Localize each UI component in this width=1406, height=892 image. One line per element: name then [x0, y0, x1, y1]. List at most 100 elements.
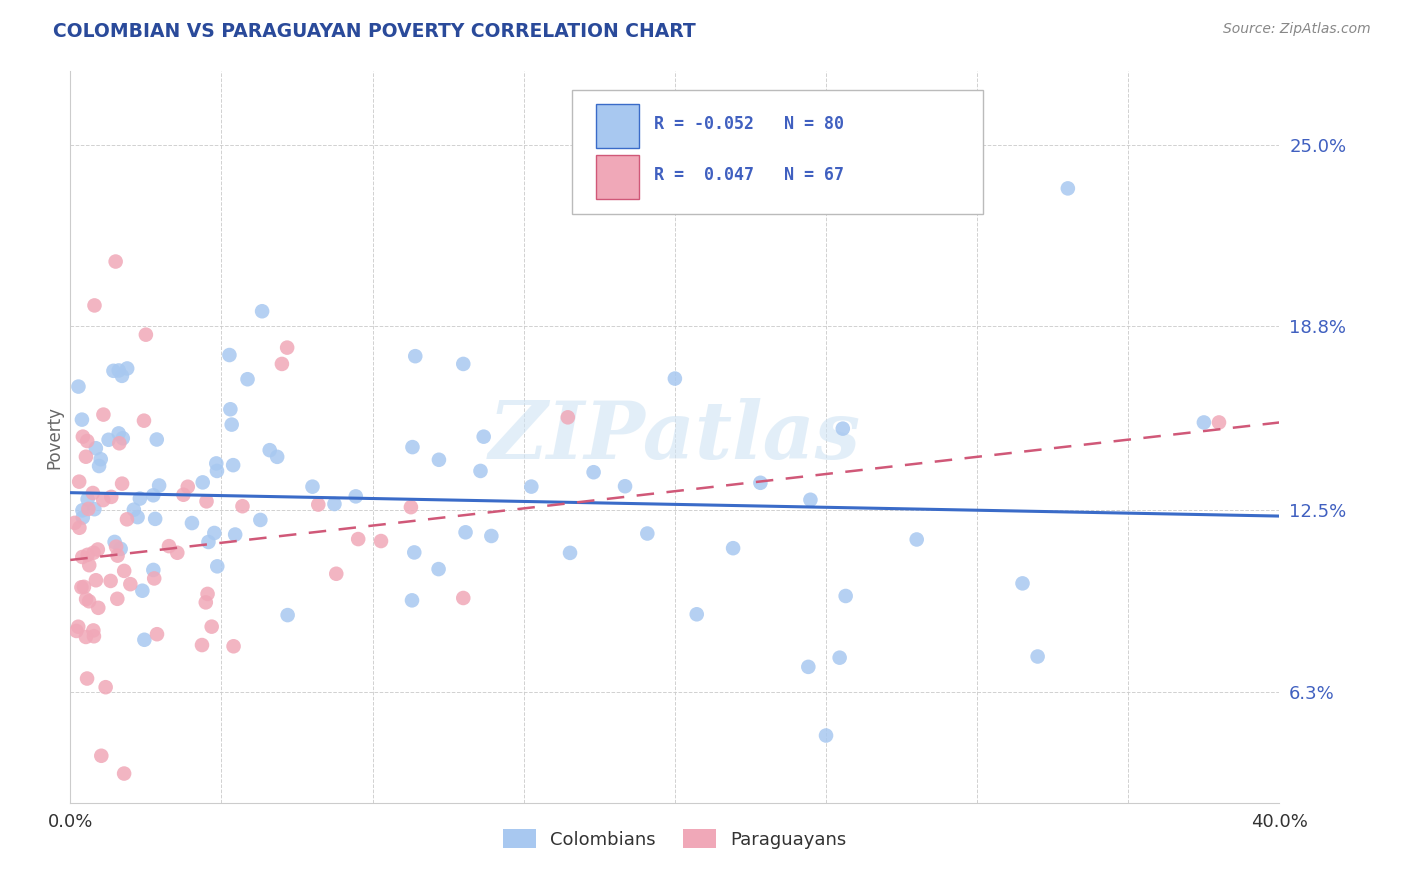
Point — [1011, 576, 1033, 591]
Point — [90, 748, 112, 763]
Point — [325, 566, 347, 581]
Text: R =  0.047   N = 67: R = 0.047 N = 67 — [654, 166, 845, 185]
Point — [276, 341, 298, 355]
Point — [166, 546, 188, 560]
Point — [453, 357, 475, 371]
Point — [1026, 649, 1049, 664]
Legend: Colombians, Paraguayans: Colombians, Paraguayans — [496, 822, 853, 856]
Point — [259, 443, 281, 458]
Point — [110, 541, 132, 556]
Point — [76, 434, 98, 448]
Point — [191, 638, 214, 652]
Point — [205, 464, 228, 478]
Text: R = -0.052   N = 80: R = -0.052 N = 80 — [654, 115, 845, 133]
Point — [77, 594, 100, 608]
Point — [686, 607, 709, 622]
Point — [427, 452, 450, 467]
Point — [72, 549, 94, 564]
Point — [87, 458, 110, 473]
Point — [115, 361, 138, 376]
Point — [905, 533, 928, 547]
Point — [224, 527, 246, 541]
Point — [427, 562, 450, 576]
Y-axis label: Poverty: Poverty — [45, 406, 63, 468]
Point — [84, 574, 107, 588]
Point — [67, 620, 90, 634]
Point — [72, 429, 94, 443]
Point — [172, 488, 194, 502]
Point — [404, 545, 426, 559]
Point — [157, 539, 180, 553]
Point — [197, 535, 219, 549]
Point — [67, 475, 90, 489]
Point — [401, 593, 423, 607]
Point — [148, 478, 170, 492]
Point — [75, 592, 97, 607]
Point — [1192, 416, 1215, 430]
Point — [76, 672, 98, 686]
Text: COLOMBIAN VS PARAGUAYAN POVERTY CORRELATION CHART: COLOMBIAN VS PARAGUAYAN POVERTY CORRELAT… — [53, 22, 696, 41]
Point — [105, 591, 128, 606]
Point — [67, 379, 90, 393]
Point — [104, 535, 127, 549]
Point — [1208, 416, 1230, 430]
Point — [97, 433, 120, 447]
Point — [344, 489, 367, 503]
Point — [127, 510, 149, 524]
Point — [472, 430, 495, 444]
FancyBboxPatch shape — [572, 90, 983, 214]
Point — [107, 426, 129, 441]
Point — [831, 422, 853, 436]
Point — [87, 600, 110, 615]
Point — [470, 464, 492, 478]
Point — [132, 414, 155, 428]
Point — [100, 574, 122, 588]
Point — [91, 493, 114, 508]
Point — [112, 564, 135, 578]
Point — [120, 577, 142, 591]
Point — [103, 364, 125, 378]
Point — [143, 512, 166, 526]
Point — [87, 542, 110, 557]
Point — [67, 521, 90, 535]
Point — [323, 497, 346, 511]
Point — [195, 494, 218, 508]
Point — [142, 488, 165, 502]
Point — [146, 627, 169, 641]
Point — [181, 516, 204, 530]
Point — [75, 630, 97, 644]
Point — [115, 512, 138, 526]
Point — [202, 526, 225, 541]
FancyBboxPatch shape — [596, 155, 638, 200]
Point — [70, 580, 93, 594]
Point — [249, 513, 271, 527]
Point — [582, 465, 605, 479]
Point — [370, 534, 392, 549]
Text: Source: ZipAtlas.com: Source: ZipAtlas.com — [1223, 22, 1371, 37]
Point — [453, 591, 475, 605]
Point — [636, 526, 658, 541]
Point — [82, 624, 104, 638]
Point — [131, 583, 153, 598]
Point — [143, 571, 166, 585]
Point — [83, 629, 105, 643]
Point — [128, 491, 150, 506]
Point — [83, 546, 105, 560]
Point — [100, 490, 122, 504]
Point — [134, 632, 156, 647]
Point — [454, 525, 477, 540]
FancyBboxPatch shape — [596, 104, 638, 148]
Point — [111, 431, 134, 445]
Point — [76, 492, 98, 507]
Point — [307, 498, 329, 512]
Point — [145, 433, 167, 447]
Point — [201, 620, 224, 634]
Point — [799, 492, 821, 507]
Point — [194, 595, 217, 609]
Point — [614, 479, 637, 493]
Point — [557, 410, 579, 425]
Point — [231, 500, 253, 514]
Point — [111, 368, 134, 383]
Point — [104, 254, 127, 268]
Point — [834, 589, 856, 603]
